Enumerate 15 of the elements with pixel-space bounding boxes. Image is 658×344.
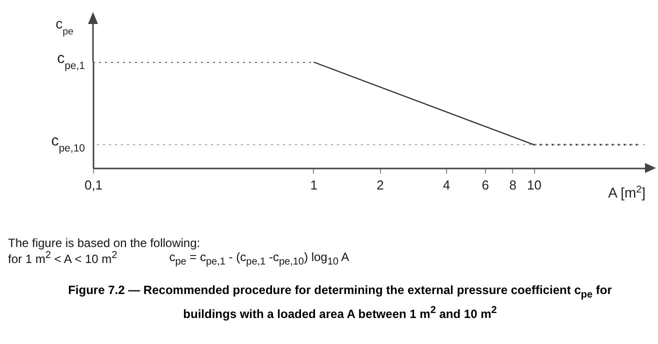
x-tick-label: 8 [509,178,516,192]
text: for 1 m$^{2}$ < A < 10 m$^{2}$ [8,250,118,268]
text: The figure is based on the following: [8,236,202,250]
x-axis-title: A [m$^{2}$] [608,184,646,200]
x-tick-label: 1 [310,178,318,192]
x-tick-label: 6 [482,178,489,192]
x-tick-label: 4 [442,178,450,192]
text: c$_{pe}$ = c$_{pe,1}$ - (c$_{pe,1}$ -c$_{pe,10}$) log$_{10}$ A [169,250,350,268]
annotation: c$_{pe,1}$ [57,50,86,72]
x-tick-label: 2 [376,178,384,192]
y-axis-title: c$_{pe}$ [56,16,74,37]
annotation: c$_{pe,10}$ [51,132,86,155]
x-tick-label: 0,1 [84,178,103,192]
chart-title: Figure 7.2 — Recommended procedure for determining the external pressure coefficient c$_{pe}$ for buildings with a loaded area A between 1 m$^{2}$ and 10 m$^{2}$ [68,283,612,322]
x-tick-label: 10 [526,178,542,192]
